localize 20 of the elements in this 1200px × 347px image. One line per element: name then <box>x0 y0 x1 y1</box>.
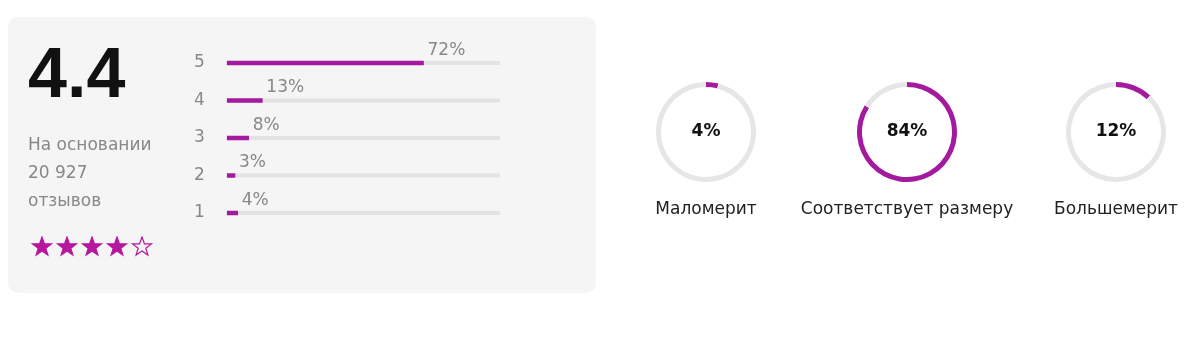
data-label: 4% <box>691 120 721 141</box>
text: Маломерит <box>655 198 757 218</box>
data-label: 12% <box>1095 120 1137 141</box>
data-label: 3% <box>239 151 266 172</box>
bar <box>226 173 236 178</box>
y-tick-label: 4 <box>193 88 205 109</box>
text: Соответствует размеру <box>800 198 1014 218</box>
y-tick-label: 1 <box>193 201 205 222</box>
text: 4.4 <box>28 34 127 112</box>
text: Большемерит <box>1054 198 1178 218</box>
y-tick-label: 2 <box>193 163 205 184</box>
text: На основании 20 927 отзывов <box>28 133 153 212</box>
y-tick-label: 3 <box>193 126 205 147</box>
y-tick-label: 5 <box>193 51 205 72</box>
data-label: 72% <box>427 38 466 59</box>
data-label: 13% <box>266 76 305 97</box>
data-label: 4% <box>241 188 269 209</box>
data-label: 8% <box>252 113 280 134</box>
data-label: 84% <box>886 120 928 141</box>
bar <box>226 98 263 103</box>
